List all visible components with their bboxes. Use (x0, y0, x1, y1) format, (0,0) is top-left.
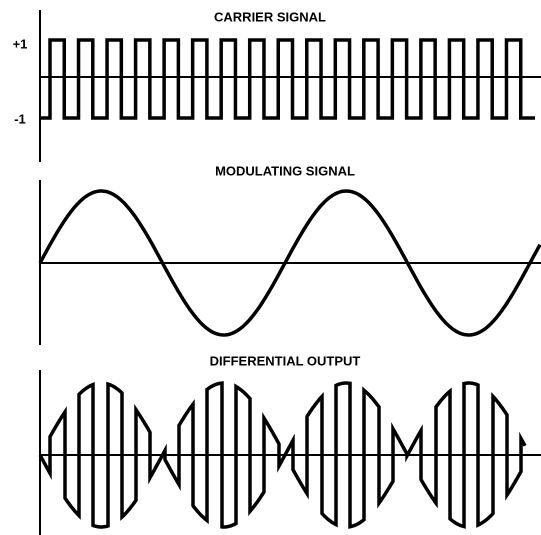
panel-title: DIFFERENTIAL OUTPUT (210, 353, 361, 368)
panel-title: MODULATING SIGNAL (215, 163, 355, 178)
carrier-wave (40, 38, 535, 120)
panel-title: CARRIER SIGNAL (214, 9, 326, 24)
level-label: +1 (13, 36, 28, 51)
modulating-wave (38, 189, 541, 337)
level-label: -1 (14, 111, 26, 126)
output-wave (38, 381, 527, 529)
